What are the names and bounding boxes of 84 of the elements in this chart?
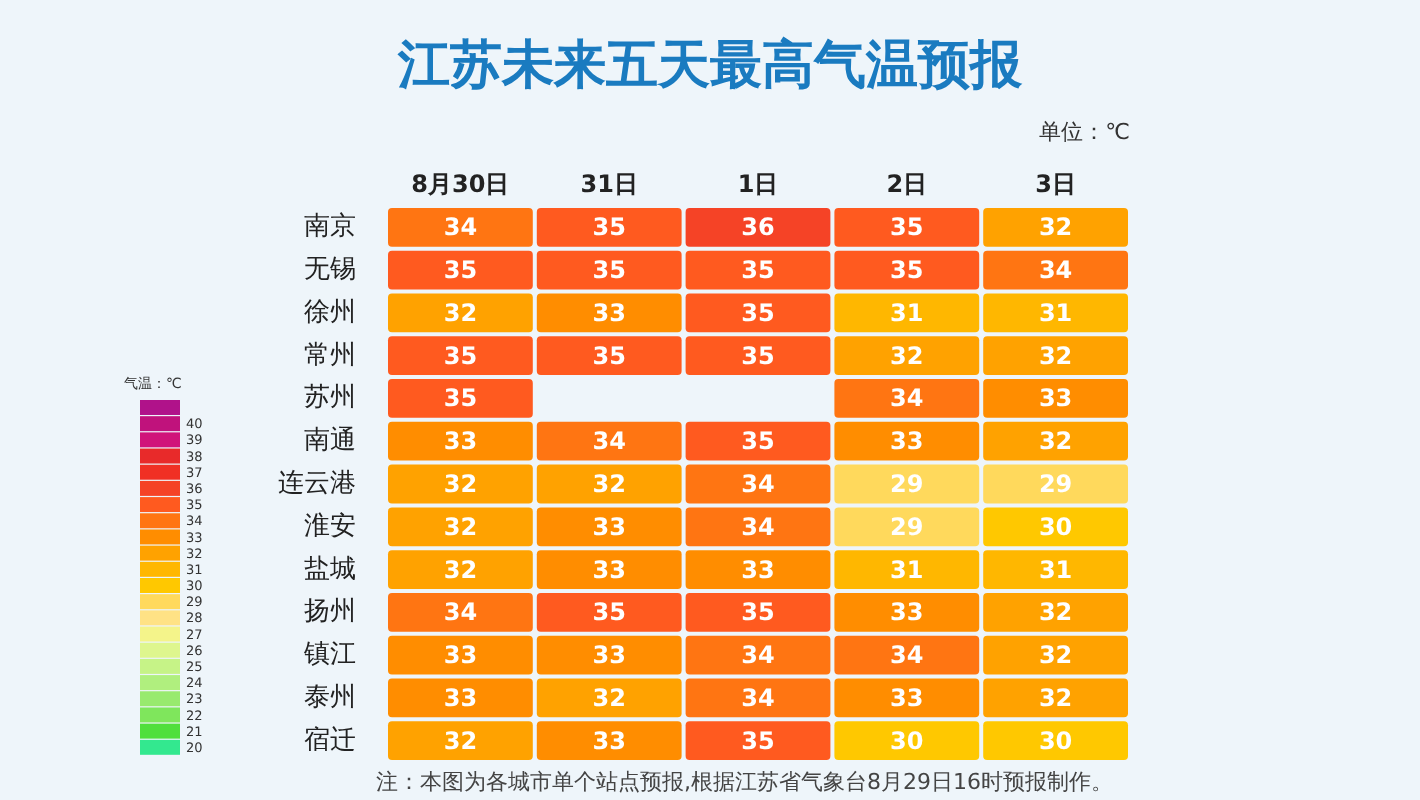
data-label: 33: [890, 598, 924, 627]
data-label: 35: [890, 256, 924, 285]
data-label: 33: [443, 683, 478, 712]
data-label: 35: [741, 341, 775, 370]
text: 单位：℃: [1039, 119, 1130, 145]
data-label: 35: [741, 298, 775, 327]
data-label: 32: [890, 341, 924, 370]
data-label: 35: [443, 341, 478, 370]
data-label: 34: [890, 641, 924, 670]
data-label: 35: [592, 341, 626, 370]
y-tick-label: 徐州: [304, 297, 356, 328]
data-label: 31: [890, 298, 924, 327]
y-tick-label: 盐城: [304, 554, 356, 585]
data-label: 33: [592, 726, 626, 755]
y-tick-label: 泰州: [304, 682, 356, 713]
data-label: 33: [741, 555, 775, 584]
data-label: 34: [890, 384, 924, 413]
x-tick-label: 2日: [886, 170, 928, 198]
data-label: 35: [741, 726, 775, 755]
data-label: 34: [741, 683, 775, 712]
data-label: 32: [1038, 341, 1073, 370]
data-label: 35: [443, 256, 478, 285]
data-label: 33: [592, 298, 626, 327]
data-label: 33: [890, 683, 924, 712]
data-label: 35: [592, 256, 626, 285]
y-tick-label: 苏州: [304, 383, 356, 414]
y-tick-label: 淮安: [304, 509, 356, 542]
data-label: 32: [1038, 598, 1073, 627]
data-label: 33: [443, 427, 478, 456]
data-label: 33: [443, 641, 478, 670]
data-label: 35: [741, 427, 775, 456]
x-tick-label: 31日: [580, 170, 638, 198]
y-tick-label: 南通: [304, 426, 356, 457]
chart-title: 江苏未来五天最高气温预报: [396, 36, 1024, 96]
data-label: 31: [1038, 298, 1073, 327]
data-label: 31: [890, 555, 924, 584]
data-label: 33: [890, 427, 924, 456]
y-tick-label: 常州: [304, 340, 356, 371]
y-tick-label: 镇江: [302, 640, 356, 671]
x-tick-label: 1日: [737, 170, 779, 198]
data-label: 29: [890, 512, 924, 541]
data-label: 34: [592, 427, 626, 456]
data-label: 32: [443, 555, 478, 584]
data-label: 33: [592, 641, 626, 670]
data-label: 35: [592, 213, 626, 242]
data-label: 29: [890, 470, 924, 498]
data-label: 33: [592, 555, 626, 584]
data-label: 32: [443, 470, 478, 498]
data-label: 36: [741, 213, 775, 242]
data-label: 29: [1038, 470, 1073, 498]
data-label: 35: [890, 213, 924, 242]
data-label: 34: [741, 470, 775, 498]
data-label: 32: [1038, 427, 1073, 456]
data-label: 30: [1038, 726, 1073, 755]
data-label: 32: [592, 470, 626, 498]
data-label: 32: [1038, 213, 1073, 242]
data-label: 33: [592, 512, 626, 541]
data-label: 34: [1038, 256, 1073, 285]
data-label: 30: [890, 726, 924, 755]
text: 注：本图为各城市单个站点预报,根据江苏省气象台8月29日16时预报制作。: [376, 769, 1113, 795]
data-label: 32: [443, 298, 478, 327]
data-label: 32: [443, 512, 478, 541]
y-tick-label: 扬州: [304, 597, 356, 628]
data-label: 34: [443, 598, 478, 627]
data-label: 34: [741, 641, 775, 670]
data-label: 32: [443, 726, 478, 755]
data-label: 33: [1038, 384, 1073, 413]
y-tick-label: 连云港: [278, 469, 356, 499]
y-tick-label: 无锡: [304, 255, 356, 286]
y-tick-label: 宿迁: [304, 723, 356, 756]
data-label: 31: [1038, 555, 1073, 584]
data-label: 35: [741, 598, 775, 627]
data-label: 32: [592, 683, 626, 712]
data-label: 32: [1038, 683, 1073, 712]
y-tick-label: 南京: [304, 212, 356, 243]
data-label: 34: [443, 213, 478, 242]
data-label: 35: [592, 598, 626, 627]
data-label: 34: [741, 512, 775, 541]
x-tick-label: 3日: [1035, 170, 1076, 198]
data-label: 32: [1038, 641, 1073, 670]
x-tick-label: 8月30日: [411, 170, 510, 198]
data-label: 35: [741, 256, 775, 285]
data-label: 35: [443, 384, 478, 413]
data-label: 30: [1038, 512, 1073, 541]
